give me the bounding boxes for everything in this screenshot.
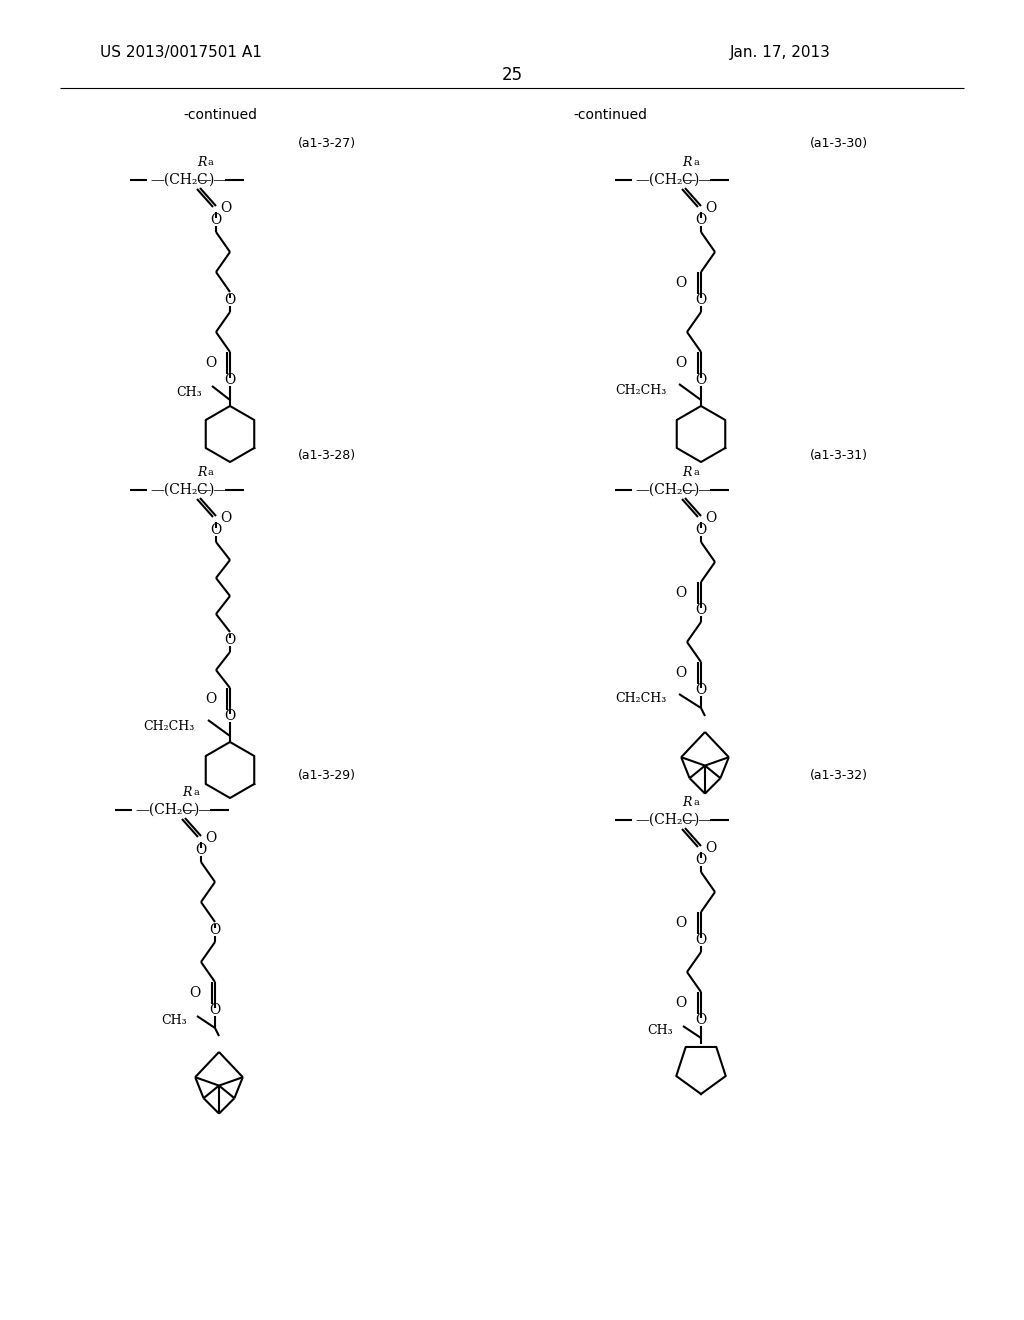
- Text: O: O: [196, 843, 207, 857]
- Text: CH₃: CH₃: [162, 1014, 187, 1027]
- Text: )—: )—: [693, 173, 713, 187]
- Text: CH₂CH₃: CH₂CH₃: [614, 384, 666, 396]
- Text: CH₃: CH₃: [176, 385, 202, 399]
- Text: a: a: [693, 158, 698, 168]
- Text: C: C: [181, 803, 193, 817]
- Text: O: O: [705, 511, 716, 525]
- Text: )—: )—: [208, 173, 227, 187]
- Text: O: O: [695, 213, 707, 227]
- Text: O: O: [224, 293, 236, 308]
- Text: CH₂CH₃: CH₂CH₃: [614, 692, 666, 705]
- Text: O: O: [705, 201, 716, 215]
- Text: R: R: [682, 796, 691, 808]
- Text: —(CH₂—: —(CH₂—: [635, 483, 696, 498]
- Text: R: R: [198, 156, 207, 169]
- Text: O: O: [205, 356, 216, 370]
- Text: CH₃: CH₃: [647, 1023, 673, 1036]
- Text: O: O: [224, 634, 236, 647]
- Text: a: a: [208, 469, 214, 477]
- Text: O: O: [210, 213, 221, 227]
- Text: C: C: [682, 173, 692, 187]
- Text: CH₂CH₃: CH₂CH₃: [143, 719, 195, 733]
- Text: (a1-3-28): (a1-3-28): [298, 449, 356, 462]
- Text: O: O: [695, 374, 707, 387]
- Text: -continued: -continued: [573, 108, 647, 121]
- Text: —(CH₂—: —(CH₂—: [150, 173, 211, 187]
- Text: Jan. 17, 2013: Jan. 17, 2013: [729, 45, 830, 59]
- Text: O: O: [220, 511, 231, 525]
- Text: O: O: [210, 523, 221, 537]
- Text: —(CH₂—: —(CH₂—: [635, 173, 696, 187]
- Text: O: O: [695, 1012, 707, 1027]
- Text: R: R: [198, 466, 207, 479]
- Text: O: O: [224, 374, 236, 387]
- Text: O: O: [695, 853, 707, 867]
- Text: O: O: [205, 692, 216, 706]
- Text: O: O: [189, 986, 201, 1001]
- Text: O: O: [209, 923, 220, 937]
- Text: O: O: [695, 603, 707, 616]
- Text: O: O: [695, 293, 707, 308]
- Text: O: O: [220, 201, 231, 215]
- Text: O: O: [676, 916, 687, 931]
- Text: O: O: [695, 933, 707, 946]
- Text: a: a: [693, 469, 698, 477]
- Text: O: O: [676, 997, 687, 1010]
- Text: O: O: [695, 682, 707, 697]
- Text: O: O: [209, 1003, 220, 1016]
- Text: —(CH₂—: —(CH₂—: [150, 483, 211, 498]
- Text: O: O: [695, 523, 707, 537]
- Text: -continued: -continued: [183, 108, 257, 121]
- Text: O: O: [205, 832, 216, 845]
- Text: (a1-3-30): (a1-3-30): [810, 136, 868, 149]
- Text: (a1-3-29): (a1-3-29): [298, 768, 356, 781]
- Text: C: C: [197, 483, 207, 498]
- Text: —(CH₂—: —(CH₂—: [635, 813, 696, 828]
- Text: O: O: [676, 356, 687, 370]
- Text: R: R: [682, 156, 691, 169]
- Text: R: R: [682, 466, 691, 479]
- Text: O: O: [676, 586, 687, 601]
- Text: O: O: [676, 667, 687, 680]
- Text: )—: )—: [193, 803, 212, 817]
- Text: )—: )—: [693, 483, 713, 498]
- Text: O: O: [676, 276, 687, 290]
- Text: a: a: [693, 799, 698, 807]
- Text: C: C: [682, 813, 692, 828]
- Text: R: R: [182, 785, 191, 799]
- Text: O: O: [224, 709, 236, 723]
- Text: C: C: [197, 173, 207, 187]
- Text: )—: )—: [208, 483, 227, 498]
- Text: O: O: [705, 841, 716, 855]
- Text: C: C: [682, 483, 692, 498]
- Text: (a1-3-27): (a1-3-27): [298, 136, 356, 149]
- Text: (a1-3-32): (a1-3-32): [810, 768, 868, 781]
- Text: )—: )—: [693, 813, 713, 828]
- Text: a: a: [193, 788, 199, 797]
- Text: US 2013/0017501 A1: US 2013/0017501 A1: [100, 45, 262, 59]
- Text: (a1-3-31): (a1-3-31): [810, 449, 868, 462]
- Text: a: a: [208, 158, 214, 168]
- Text: 25: 25: [502, 66, 522, 84]
- Text: —(CH₂—: —(CH₂—: [135, 803, 197, 817]
